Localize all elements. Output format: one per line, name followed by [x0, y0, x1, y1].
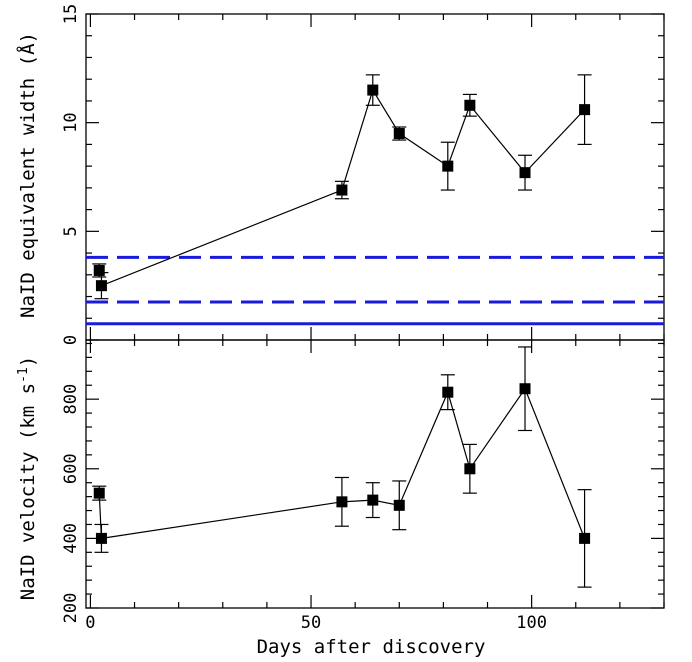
top-data-point: [442, 160, 454, 172]
top-y-tick-label: 5: [61, 226, 81, 236]
x-axis-title: Days after discovery: [257, 636, 486, 658]
bottom-y-tick-label: 400: [61, 523, 81, 554]
bottom-data-point: [95, 532, 107, 544]
top-y-tick-label: 0: [61, 335, 81, 345]
top-series-line: [101, 88, 586, 287]
top-y-tick-label: 10: [61, 112, 81, 132]
top-data-point: [93, 264, 105, 276]
bottom-y-tick-label: 600: [61, 453, 81, 484]
top-data-point: [95, 280, 107, 292]
bottom-data-point: [519, 383, 531, 395]
top-data-point: [519, 167, 531, 179]
top-data-point: [464, 99, 476, 111]
x-tick-label: 50: [301, 613, 321, 633]
top-data-point: [367, 84, 379, 96]
top-y-tick-label: 15: [61, 4, 81, 24]
bottom-data-point: [464, 463, 476, 475]
bottom-y-axis-title: NaID velocity (km s-1): [16, 356, 39, 600]
velocity-panel: 200 400 600 800 0 50 100: [61, 339, 665, 633]
top-y-axis-title: NaID equivalent width (Å): [16, 32, 39, 318]
bottom-y-tick-label: 800: [61, 384, 81, 415]
top-data-point: [336, 184, 348, 196]
bottom-plot-frame: [85, 339, 665, 609]
top-plot-frame: [85, 13, 665, 341]
bottom-data-point: [367, 494, 379, 506]
bottom-data-point: [442, 386, 454, 398]
top-data-point: [579, 104, 591, 116]
equivalent-width-panel: 0 5 10 15: [61, 4, 665, 345]
bottom-data-point: [93, 487, 105, 499]
top-data-point: [393, 128, 405, 140]
bottom-data-point: [393, 499, 405, 511]
bottom-data-point: [579, 532, 591, 544]
bottom-data-point: [336, 496, 348, 508]
bottom-y-tick-label: 200: [61, 593, 81, 624]
x-tick-label: 0: [85, 613, 95, 633]
x-tick-label: 100: [516, 613, 547, 633]
